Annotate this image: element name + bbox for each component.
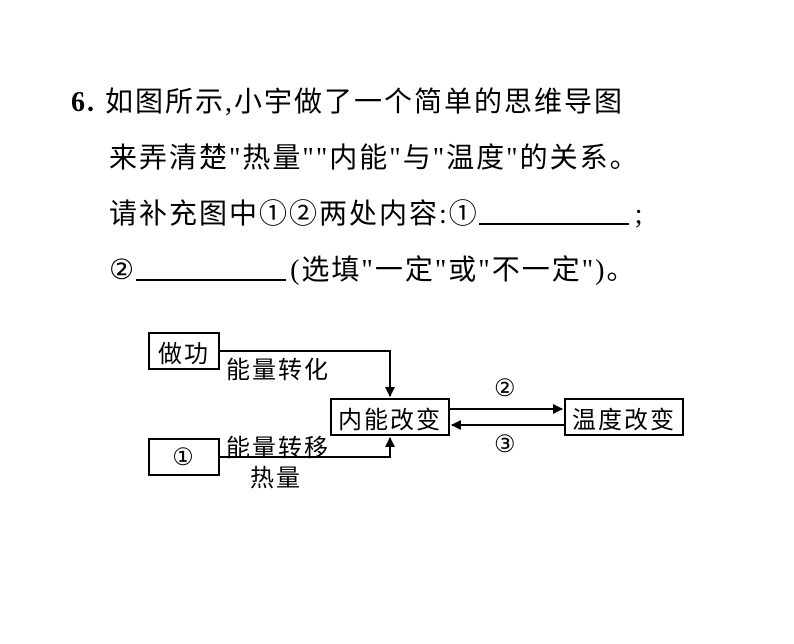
label-energy-convert: 能量转化 — [226, 350, 330, 385]
blank-2 — [136, 253, 286, 281]
question-line-1-text: 如图所示,小宇做了一个简单的思维导图 — [105, 87, 624, 118]
label-circled-3: ③ — [494, 430, 518, 459]
question-line-4b: (选填"一定"或"不一定")。 — [290, 255, 636, 286]
label-heat: 热量 — [250, 458, 302, 493]
box-blank-1: ① — [148, 438, 220, 476]
blank-1 — [479, 197, 629, 225]
box-work: 做功 — [148, 332, 220, 370]
label-circled-2: ② — [494, 374, 518, 403]
page: 6. 如图所示,小宇做了一个简单的思维导图 来弄清楚"热量""内能"与"温度"的… — [0, 0, 794, 644]
question-line-1: 6. 如图所示,小宇做了一个简单的思维导图 — [75, 75, 715, 131]
question-line-4a: ② — [109, 255, 136, 286]
box-temperature-change: 温度改变 — [564, 398, 684, 436]
question-line-3-semicolon: ; — [635, 199, 645, 230]
question-block: 6. 如图所示,小宇做了一个简单的思维导图 来弄清楚"热量""内能"与"温度"的… — [75, 75, 715, 299]
box-internal-energy-change: 内能改变 — [330, 398, 450, 436]
question-line-2: 来弄清楚"热量""内能"与"温度"的关系。 — [75, 131, 715, 187]
question-line-3a: 请补充图中①②两处内容:① — [109, 199, 479, 230]
question-line-4: ② (选填"一定"或"不一定")。 — [75, 243, 715, 299]
question-number: 6. — [71, 87, 96, 118]
question-line-3: 请补充图中①②两处内容:①; — [75, 187, 715, 243]
